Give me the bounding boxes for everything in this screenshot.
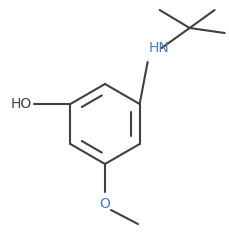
Text: O: O [100,197,110,211]
Text: HN: HN [149,41,169,55]
Text: HO: HO [11,97,32,111]
